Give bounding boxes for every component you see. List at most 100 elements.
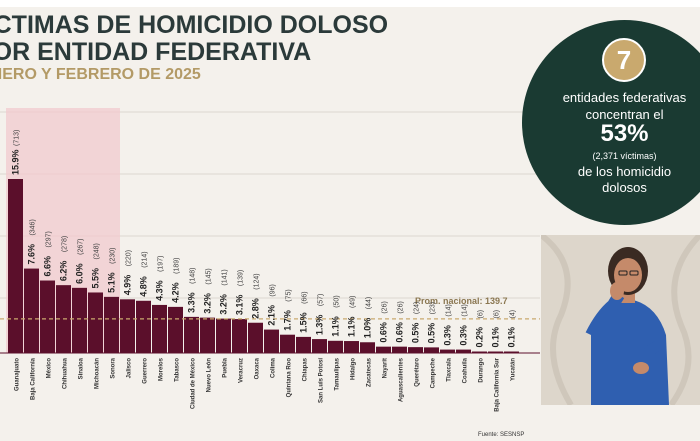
bar bbox=[24, 268, 39, 353]
category-label: México bbox=[47, 358, 53, 379]
bar bbox=[72, 287, 87, 353]
percent-label: 4.2% bbox=[171, 282, 181, 303]
percent-label: 2.1% bbox=[267, 305, 277, 326]
value-label: (713) bbox=[14, 130, 21, 146]
callout-line-3: de los homicidio bbox=[577, 164, 672, 179]
category-label: Guerrero bbox=[143, 358, 149, 384]
percent-label: 0.3% bbox=[459, 325, 469, 346]
category-label: Nuevo León bbox=[207, 358, 213, 393]
bar bbox=[40, 280, 55, 353]
value-label: (124) bbox=[254, 273, 261, 289]
category-label: Puebla bbox=[223, 357, 229, 377]
percent-label: 3.3% bbox=[187, 292, 197, 313]
value-label: (26) bbox=[382, 301, 389, 313]
callout-line-1: entidades federativas bbox=[562, 90, 687, 105]
bar bbox=[328, 340, 343, 353]
percent-label: 1.1% bbox=[347, 317, 357, 338]
value-label: (214) bbox=[142, 251, 149, 267]
percent-label: 6.0% bbox=[75, 263, 85, 284]
percent-label: 1.3% bbox=[315, 315, 325, 336]
percent-label: 6.6% bbox=[43, 256, 53, 277]
value-label: (6) bbox=[494, 310, 501, 319]
value-label: (23) bbox=[430, 302, 437, 314]
value-label: (141) bbox=[222, 269, 229, 285]
value-label: (346) bbox=[30, 219, 37, 235]
percent-label: 3.2% bbox=[219, 294, 229, 315]
category-label: Guanajuato bbox=[15, 358, 21, 391]
category-label: Morelos bbox=[159, 357, 165, 381]
bar-chart: Prom. nacional: 139.7 15.9% (713) Guanajuat… bbox=[0, 108, 540, 412]
bar bbox=[200, 317, 215, 353]
value-label: (297) bbox=[46, 231, 53, 247]
value-label: (197) bbox=[158, 256, 165, 272]
category-label: Aguascalientes bbox=[399, 357, 405, 402]
category-label: Baja California Sur bbox=[495, 357, 501, 411]
category-label: Zacatecas bbox=[367, 357, 373, 387]
percent-label: 5.1% bbox=[107, 272, 117, 293]
title-line-2: POR ENTIDAD FEDERATIVA bbox=[0, 38, 312, 66]
bar bbox=[120, 299, 135, 353]
percent-label: 6.2% bbox=[59, 261, 69, 282]
value-label: (44) bbox=[366, 297, 373, 309]
value-label: (50) bbox=[334, 295, 341, 307]
value-label: (75) bbox=[286, 289, 293, 301]
bar bbox=[312, 339, 327, 353]
percent-label: 7.6% bbox=[27, 244, 37, 265]
category-label: Sinaloa bbox=[79, 357, 85, 379]
bar bbox=[504, 351, 519, 353]
value-label: (26) bbox=[398, 301, 405, 313]
value-label: (148) bbox=[190, 268, 197, 284]
bar bbox=[104, 296, 119, 353]
percent-label: 4.9% bbox=[123, 275, 133, 296]
bar bbox=[168, 306, 183, 353]
category-label: Chiapas bbox=[303, 357, 309, 381]
bar bbox=[264, 329, 279, 353]
percent-label: 1.1% bbox=[331, 316, 341, 337]
value-label: (267) bbox=[78, 238, 85, 254]
bar bbox=[344, 341, 359, 353]
bar bbox=[488, 351, 503, 353]
percent-label: 1.7% bbox=[283, 310, 293, 331]
value-label: (66) bbox=[302, 291, 309, 303]
category-label: Tamaulipas bbox=[335, 357, 341, 390]
value-label: (189) bbox=[174, 258, 181, 274]
bar bbox=[216, 318, 231, 353]
value-label: (57) bbox=[318, 294, 325, 306]
sign-language-interpreter-icon bbox=[541, 235, 700, 405]
value-label: (6) bbox=[478, 310, 485, 319]
value-label: (278) bbox=[62, 236, 69, 252]
category-label: Tabasco bbox=[175, 358, 181, 382]
percent-label: 3.2% bbox=[203, 293, 213, 314]
bar bbox=[472, 351, 487, 353]
percent-label: 0.5% bbox=[427, 323, 437, 344]
bar bbox=[136, 300, 151, 353]
bar bbox=[296, 336, 311, 353]
percent-label: 0.6% bbox=[395, 322, 405, 343]
category-label: Yucatán bbox=[511, 358, 517, 381]
category-label: Quintana Roo bbox=[287, 358, 293, 398]
bar bbox=[152, 304, 167, 353]
percent-label: 0.3% bbox=[443, 325, 453, 346]
percent-label: 5.5% bbox=[91, 268, 101, 289]
category-label: Sonora bbox=[111, 357, 117, 378]
category-label: Oaxaca bbox=[255, 357, 261, 379]
callout-detail: (2,371 víctimas) bbox=[592, 151, 657, 161]
percent-label: 15.9% bbox=[11, 149, 21, 175]
percent-label: 1.5% bbox=[299, 312, 309, 333]
category-label: Chihuahua bbox=[63, 357, 69, 389]
value-label: (230) bbox=[110, 248, 117, 264]
bar bbox=[280, 334, 295, 353]
percent-label: 0.5% bbox=[411, 323, 421, 344]
bar bbox=[376, 346, 391, 353]
percent-label: 4.3% bbox=[155, 280, 165, 301]
callout-percent: 53% bbox=[600, 120, 649, 147]
category-label: Veracruz bbox=[239, 358, 245, 383]
value-label: (248) bbox=[94, 243, 101, 259]
bar bbox=[424, 347, 439, 353]
value-label: (14) bbox=[446, 304, 453, 316]
summary-callout: 7 entidades federativas concentran el 53… bbox=[522, 20, 700, 225]
category-label: Hidalgo bbox=[351, 358, 357, 380]
category-label: Michoacán bbox=[95, 358, 101, 389]
category-label: Jalisco bbox=[127, 358, 133, 379]
callout-line-2: concentran el bbox=[585, 107, 664, 122]
